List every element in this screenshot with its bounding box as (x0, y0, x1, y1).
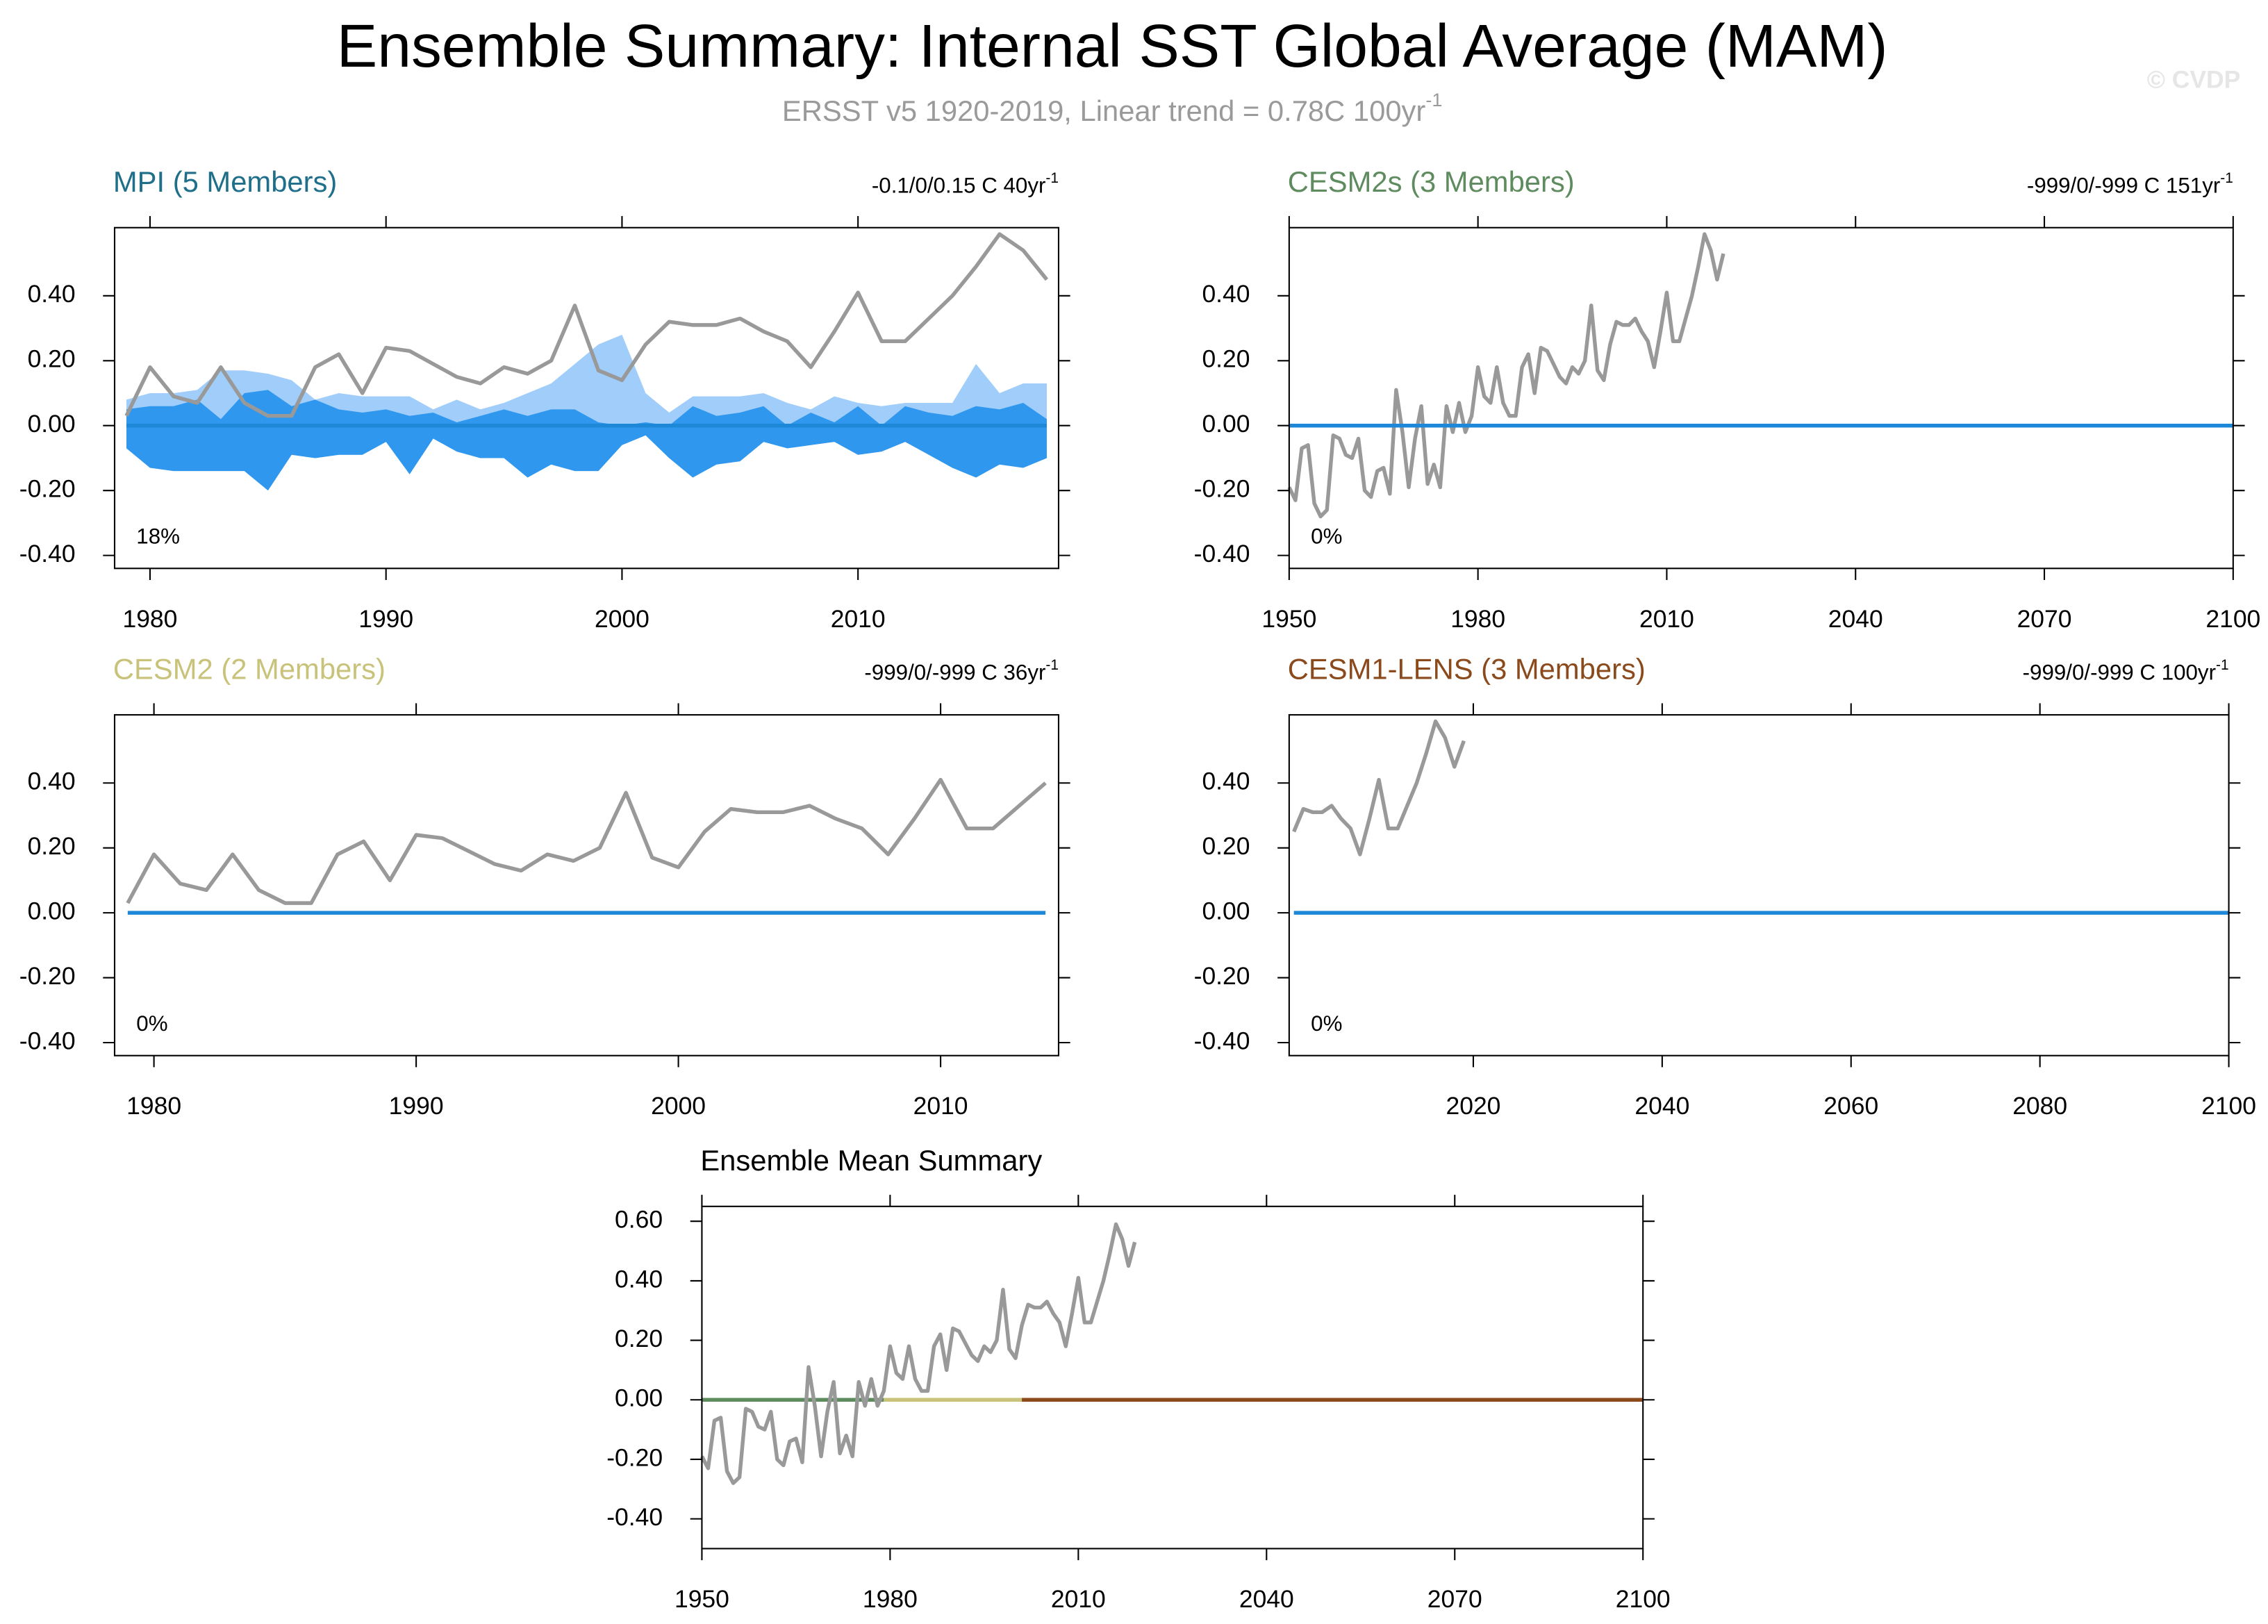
x-tick-label: 2000 (595, 605, 649, 633)
x-tick-label: 2000 (651, 1092, 706, 1120)
x-tick-label: 1980 (1450, 605, 1505, 633)
panel: CESM2s (3 Members) -999/0/-999 C 151yr-1 1… (1194, 165, 2261, 633)
y-tick-label: 0.20 (1202, 832, 1250, 860)
spread-band (126, 390, 1047, 491)
y-tick-label: -0.40 (1194, 1027, 1250, 1054)
y-tick-label: 0.40 (1202, 280, 1250, 308)
panel: MPI (5 Members) -0.1/0/0.15 C 40yr-1 1980 1… (19, 165, 1070, 633)
trend-label: -999/0/-999 C 151yr-1 (2027, 169, 2233, 197)
x-tick-label: 2070 (1427, 1585, 1482, 1613)
watermark: © CVDP (2147, 65, 2241, 93)
y-tick-label: 0.40 (615, 1265, 663, 1293)
y-tick-label: 0.00 (615, 1384, 663, 1412)
x-tick-label: 2080 (2012, 1092, 2067, 1120)
y-tick-label: -0.40 (606, 1503, 663, 1531)
y-tick-label: 0.20 (28, 832, 76, 860)
series-line (1292, 719, 1466, 856)
panel-title: MPI (5 Members) (113, 165, 337, 198)
x-tick-label: 2040 (1239, 1585, 1294, 1613)
y-tick-label: -0.20 (1194, 475, 1250, 503)
trend-text: -0.1/0/0.15 C 40yr (872, 174, 1046, 198)
trend-label: -999/0/-999 C 100yr-1 (2023, 657, 2229, 685)
subtitle-exponent: -1 (1425, 89, 1442, 110)
x-tick-label: 1990 (389, 1092, 444, 1120)
x-tick-label: 2040 (1828, 605, 1883, 633)
panel-title: CESM2s (3 Members) (1288, 165, 1575, 198)
series-line (124, 232, 1049, 418)
y-tick-label: -0.40 (19, 1027, 76, 1054)
y-tick-label: 0.00 (28, 410, 76, 438)
y-tick-label: -0.40 (1194, 540, 1250, 567)
y-tick-label: -0.20 (606, 1443, 663, 1471)
trend-exponent: -1 (2220, 169, 2233, 185)
y-tick-label: -0.20 (19, 962, 76, 990)
trend-text: -999/0/-999 C 100yr (2023, 661, 2216, 685)
plot-frame (113, 226, 1059, 570)
y-tick-label: -0.20 (1194, 962, 1250, 990)
x-tick-label: 1990 (358, 605, 413, 633)
x-tick-label: 1980 (126, 1092, 181, 1120)
y-tick-label: 0.40 (28, 280, 76, 308)
panel: CESM2 (2 Members) -999/0/-999 C 36yr-1 198… (19, 653, 1070, 1120)
trend-label: -0.1/0/0.15 C 40yr-1 (872, 169, 1059, 197)
x-tick-label: 2020 (1446, 1092, 1501, 1120)
x-tick-label: 2100 (2201, 1092, 2256, 1120)
trend-text: -999/0/-999 C 36yr (864, 661, 1045, 685)
y-tick-label: 0.40 (1202, 768, 1250, 795)
plot-frame (701, 1205, 1644, 1550)
x-tick-label: 2100 (2205, 605, 2260, 633)
plot-frame (1288, 714, 2230, 1057)
x-tick-label: 1950 (674, 1585, 729, 1613)
y-tick-label: 0.00 (28, 897, 76, 925)
y-tick-label: -0.40 (19, 540, 76, 567)
panel-title: Ensemble Mean Summary (700, 1144, 1042, 1177)
y-tick-label: -0.20 (19, 475, 76, 503)
percent-label: 18% (136, 524, 180, 549)
y-tick-label: 0.00 (1202, 410, 1250, 438)
percent-label: 0% (136, 1011, 167, 1036)
trend-text: -999/0/-999 C 151yr (2027, 174, 2220, 198)
x-tick-label: 2070 (2017, 605, 2072, 633)
x-tick-label: 2040 (1634, 1092, 1689, 1120)
x-tick-label: 2100 (1616, 1585, 1671, 1613)
x-tick-label: 1950 (1261, 605, 1316, 633)
trend-exponent: -1 (2216, 657, 2229, 673)
x-tick-label: 2010 (913, 1092, 968, 1120)
panel: Ensemble Mean Summary 1950 1980 2010 2040 207… (606, 1144, 1670, 1613)
x-tick-label: 2060 (1823, 1092, 1878, 1120)
x-tick-label: 2010 (1051, 1585, 1106, 1613)
trend-exponent: -1 (1045, 169, 1059, 185)
plot-frame (1288, 226, 2234, 570)
x-tick-label: 1980 (122, 605, 177, 633)
y-tick-label: 0.20 (615, 1325, 663, 1352)
y-tick-label: 0.20 (1202, 345, 1250, 373)
percent-label: 0% (1311, 524, 1342, 549)
panel-title: CESM1-LENS (3 Members) (1288, 653, 1646, 686)
trend-exponent: -1 (1045, 657, 1059, 673)
series-line (700, 1222, 1137, 1485)
y-tick-label: 0.40 (28, 768, 76, 795)
trend-label: -999/0/-999 C 36yr-1 (864, 657, 1059, 685)
panel-title: CESM2 (2 Members) (113, 653, 386, 686)
percent-label: 0% (1311, 1011, 1342, 1036)
figure-subtitle: ERSST v5 1920-2019, Linear trend = 0.78C… (782, 89, 1443, 127)
subtitle-text: ERSST v5 1920-2019, Linear trend = 0.78C… (782, 94, 1426, 127)
y-tick-label: 0.60 (615, 1206, 663, 1234)
panel: CESM1-LENS (3 Members) -999/0/-999 C 100y… (1194, 653, 2256, 1120)
figure-title: Ensemble Summary: Internal SST Global Av… (337, 12, 1888, 80)
x-tick-label: 2010 (831, 605, 886, 633)
y-tick-label: 0.00 (1202, 897, 1250, 925)
series-line (1287, 232, 1725, 519)
plot-frame (113, 714, 1059, 1057)
y-tick-label: 0.20 (28, 345, 76, 373)
x-tick-label: 1980 (863, 1585, 918, 1613)
series-line (126, 777, 1047, 905)
x-tick-label: 2010 (1639, 605, 1694, 633)
